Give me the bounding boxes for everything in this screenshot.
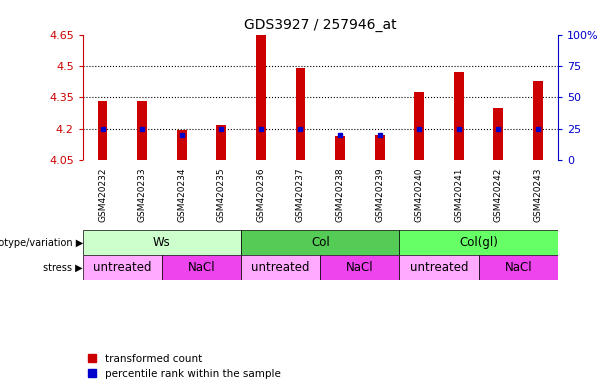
Text: GSM420237: GSM420237 [296,168,305,222]
Text: GSM420239: GSM420239 [375,168,384,222]
Text: genotype/variation ▶: genotype/variation ▶ [0,238,83,248]
Bar [533,81,543,160]
Text: GSM420235: GSM420235 [217,168,226,222]
Bar [414,92,424,160]
Text: GSM420233: GSM420233 [138,168,147,222]
Text: GSM420242: GSM420242 [494,168,503,222]
Title: GDS3927 / 257946_at: GDS3927 / 257946_at [244,18,397,32]
Bar [241,255,321,280]
Text: GSM420243: GSM420243 [533,168,543,222]
Bar [335,136,345,160]
Text: NaCl: NaCl [504,261,532,274]
Bar [137,101,147,160]
Bar [241,230,400,255]
Text: GSM420241: GSM420241 [454,168,463,222]
Text: Col: Col [311,236,330,249]
Text: untreated: untreated [93,261,151,274]
Text: NaCl: NaCl [188,261,215,274]
Text: GSM420234: GSM420234 [177,168,186,222]
Text: GSM420238: GSM420238 [335,168,345,222]
Text: Ws: Ws [153,236,171,249]
Bar [162,255,241,280]
Bar [400,230,558,255]
Text: GSM420236: GSM420236 [256,168,265,222]
Text: stress ▶: stress ▶ [43,263,83,273]
Text: untreated: untreated [251,261,310,274]
Bar [454,72,464,160]
Legend: transformed count, percentile rank within the sample: transformed count, percentile rank withi… [88,354,281,379]
Bar [295,68,305,160]
Bar [375,135,384,160]
Bar [83,230,241,255]
Text: untreated: untreated [410,261,468,274]
Bar [493,108,503,160]
Bar [97,101,107,160]
Text: GSM420232: GSM420232 [98,168,107,222]
Bar [479,255,558,280]
Bar [256,35,266,160]
Bar [216,125,226,160]
Bar [321,255,400,280]
Text: GSM420240: GSM420240 [415,168,424,222]
Text: Col(gl): Col(gl) [459,236,498,249]
Bar [177,130,187,160]
Text: NaCl: NaCl [346,261,374,274]
Bar [83,255,162,280]
Bar [400,255,479,280]
